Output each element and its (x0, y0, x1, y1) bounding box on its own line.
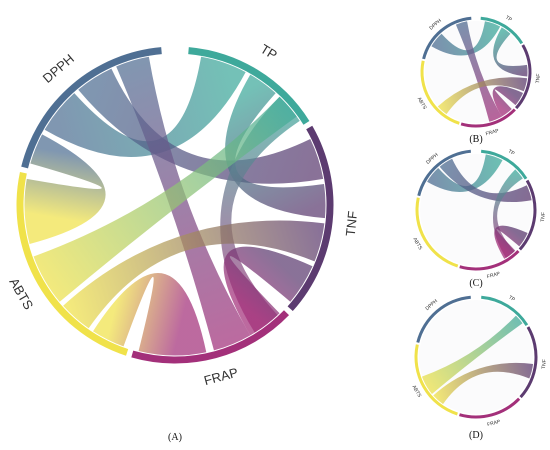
segment-label-dpph: DPPH (40, 51, 77, 86)
chord-link-dpph-tp (44, 56, 246, 157)
ring-segment-dpph (422, 16, 472, 60)
ring-segment-abts (415, 197, 459, 268)
segment-label-tp: TP (258, 41, 280, 62)
segment-label-tnf: TNF (541, 359, 548, 369)
chord-links (431, 21, 528, 122)
segment-label-tnf: TNF (540, 212, 547, 222)
ring-segment-frap (459, 249, 520, 271)
ring-segment-tnf (287, 125, 334, 312)
chord-link-abts-tnf (433, 362, 534, 405)
panel-caption: (C) (469, 278, 482, 289)
ring-segment-dpph (21, 47, 162, 169)
chord-link-tnf-frap (492, 86, 524, 117)
chord-links (24, 56, 326, 356)
ring-segment-tnf (515, 44, 532, 110)
ring-segment-abts (414, 344, 458, 416)
chord-link-abts-tnf (437, 77, 528, 115)
ring-segment-frap (460, 108, 516, 128)
chord-link-dpph-abts (24, 134, 106, 244)
chord-link-abts-tnf (63, 220, 325, 329)
chord-panel-1: TP TNF FRAP ABTS DPPH (A) (6, 41, 360, 443)
chord-link-dpph-tnf (78, 68, 324, 184)
ring-segment-tp (481, 295, 529, 326)
chord-link-abts-tp (33, 96, 297, 302)
chord-link-dpph-tp (431, 21, 501, 56)
segment-label-tp: TP (504, 15, 513, 24)
panel-caption: (A) (168, 432, 182, 443)
segment-label-abts: ABTS (6, 275, 36, 312)
chord-link-dpph-tnf (439, 158, 532, 203)
segment-label-tnf: TNF (535, 73, 542, 83)
ring-segment-dpph (417, 149, 471, 197)
ring-segment-frap (131, 310, 290, 364)
chord-link-tnf-frap (223, 246, 313, 336)
segment-label-abts: ABTS (416, 96, 428, 111)
chord-link-tp-tnf (225, 74, 326, 219)
panel-caption: (B) (469, 134, 482, 145)
chord-link-tp-tnf (493, 27, 528, 77)
ring-segment-tp (481, 149, 528, 180)
panel-caption: (D) (469, 430, 483, 441)
ring-segment-tp (480, 16, 524, 45)
ring-segment-abts (420, 60, 460, 125)
ring-segment-abts (16, 172, 129, 356)
ring-segment-tnf (519, 326, 538, 399)
segment-label-tp: TP (507, 295, 516, 304)
ring-segment-tp (188, 47, 310, 125)
chord-link-abts-frap (93, 272, 207, 356)
ring-segment-tnf (518, 179, 537, 251)
segment-label-frap: FRAP (486, 271, 501, 280)
segment-label-frap: FRAP (485, 128, 500, 137)
chord-link-abts-tp (421, 315, 523, 394)
chord-link-dpph-tp (427, 154, 503, 192)
segment-label-abts: ABTS (411, 237, 423, 252)
chord-link-tnf-frap (494, 225, 528, 259)
segment-label-frap: FRAP (487, 419, 502, 428)
chord-links (421, 315, 534, 405)
segment-label-tnf: TNF (343, 210, 361, 237)
ring-segment-dpph (416, 295, 471, 343)
segment-label-tp: TP (507, 148, 516, 157)
segment-label-abts: ABTS (411, 384, 423, 399)
chord-links (427, 154, 532, 259)
chord-link-dpph-frap (455, 21, 502, 122)
ring-segment-frap (459, 397, 521, 419)
segment-label-frap: FRAP (202, 365, 239, 388)
chord-link-dpph-frap (116, 56, 251, 351)
